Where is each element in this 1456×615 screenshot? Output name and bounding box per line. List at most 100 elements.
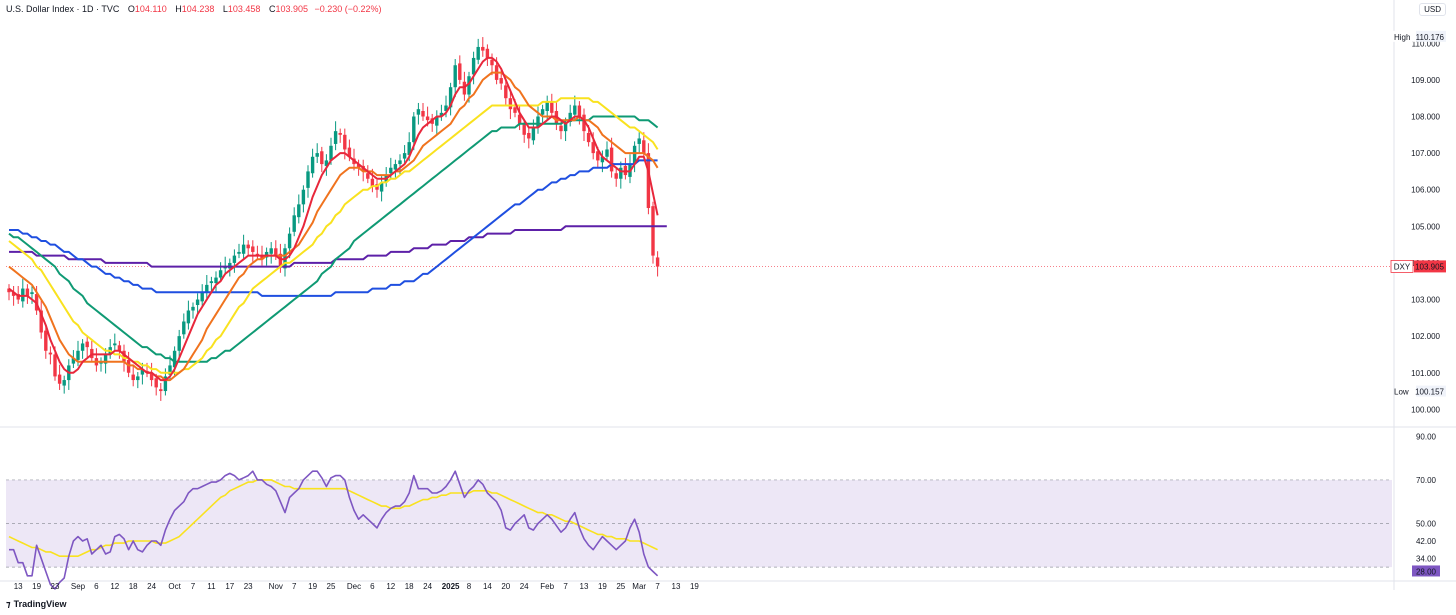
time-tick-label: 18 bbox=[129, 582, 138, 591]
candle-body bbox=[80, 343, 85, 351]
candle-body bbox=[200, 292, 204, 302]
candle-body bbox=[582, 114, 586, 132]
candle-body bbox=[205, 284, 209, 293]
time-tick-label: 20 bbox=[501, 582, 510, 591]
candle-body bbox=[586, 132, 591, 143]
candle-body bbox=[573, 105, 577, 115]
price-tick-label: 102.000 bbox=[1411, 332, 1440, 341]
candle-body bbox=[563, 123, 568, 132]
candle-body bbox=[481, 46, 485, 51]
last-price-tag bbox=[1414, 260, 1446, 273]
low-value: 103.458 bbox=[227, 4, 261, 14]
time-tick-label: 19 bbox=[598, 582, 607, 591]
time-tick-label: 13 bbox=[672, 582, 681, 591]
candle-body bbox=[103, 354, 108, 364]
candle-body bbox=[559, 125, 563, 132]
candle-body bbox=[260, 255, 264, 260]
price-tick-label: 110.000 bbox=[1412, 39, 1441, 48]
candle-body bbox=[577, 105, 582, 117]
candle-body bbox=[122, 350, 126, 362]
last-price-label: 103.905 bbox=[1415, 262, 1444, 271]
time-tick-label: 7 bbox=[655, 582, 660, 591]
price-tick-label: 108.000 bbox=[1411, 113, 1440, 122]
rsi-tick-label: 42.00 bbox=[1416, 537, 1437, 546]
time-tick-label: 23 bbox=[51, 582, 60, 591]
high-value: 104.238 bbox=[181, 4, 215, 14]
currency-button[interactable]: USD bbox=[1419, 3, 1446, 16]
candle-body bbox=[536, 116, 540, 128]
price-tick-label: 100.000 bbox=[1411, 405, 1440, 414]
high-value-bg bbox=[1416, 30, 1446, 42]
time-tick-label: 12 bbox=[386, 582, 395, 591]
candle-body bbox=[398, 160, 402, 165]
open-label: O bbox=[127, 4, 135, 14]
candle-body bbox=[186, 310, 191, 324]
ma-orange-line bbox=[8, 71, 659, 382]
candle-body bbox=[435, 116, 439, 126]
candle-body bbox=[370, 178, 375, 187]
candle-body bbox=[513, 107, 517, 113]
candle-body bbox=[517, 114, 522, 124]
time-tick-label: 13 bbox=[14, 582, 23, 591]
candle-body bbox=[609, 147, 614, 172]
candle-body bbox=[48, 352, 53, 355]
time-tick-label: 19 bbox=[308, 582, 317, 591]
candle-body bbox=[71, 358, 76, 364]
time-tick-label: 12 bbox=[110, 582, 119, 591]
candle-body bbox=[467, 76, 471, 95]
candle-body bbox=[301, 189, 306, 205]
candle-body bbox=[329, 145, 333, 161]
candle-body bbox=[136, 376, 140, 381]
candle-body bbox=[412, 116, 416, 143]
candle-body bbox=[389, 167, 393, 174]
candle-body bbox=[485, 48, 490, 58]
time-tick-label: Feb bbox=[540, 582, 554, 591]
time-tick-label: 14 bbox=[483, 582, 492, 591]
candle-body bbox=[655, 257, 660, 267]
candle-body bbox=[324, 160, 329, 166]
price-tick-label: 106.000 bbox=[1411, 186, 1440, 195]
candle-body bbox=[425, 116, 430, 121]
candle-body bbox=[209, 281, 214, 284]
candle-body bbox=[168, 365, 172, 375]
candle-body bbox=[421, 111, 425, 117]
rsi-ma-line bbox=[8, 479, 658, 558]
price-tick-label: 103.000 bbox=[1411, 296, 1440, 305]
rsi-tick-label: 34.00 bbox=[1416, 554, 1437, 563]
candle-body bbox=[596, 151, 600, 161]
candle-body bbox=[251, 246, 255, 252]
ma-red-line bbox=[8, 56, 659, 382]
candle-body bbox=[131, 374, 135, 381]
candle-body bbox=[527, 132, 531, 139]
close-label: C bbox=[268, 4, 276, 14]
candle-body bbox=[241, 244, 246, 254]
candle-body bbox=[393, 164, 398, 170]
candle-body bbox=[232, 255, 237, 263]
candle-body bbox=[310, 156, 315, 174]
low-marker-label: Low bbox=[1394, 388, 1409, 397]
tradingview-logo-icon: ⁊ bbox=[6, 599, 11, 609]
candle-body bbox=[637, 138, 641, 144]
time-tick-label: 8 bbox=[467, 582, 472, 591]
candle-body bbox=[154, 378, 158, 388]
candle-body bbox=[140, 369, 145, 375]
candle-body bbox=[347, 147, 352, 157]
candle-body bbox=[333, 131, 338, 144]
tradingview-logo: ⁊ TradingView bbox=[6, 599, 66, 610]
candle-body bbox=[605, 149, 609, 157]
candle-body bbox=[476, 46, 480, 60]
candle-body bbox=[315, 153, 319, 157]
candle-body bbox=[214, 277, 218, 284]
time-tick-label: 24 bbox=[423, 582, 432, 591]
candle-body bbox=[30, 292, 34, 295]
candle-body bbox=[471, 57, 476, 75]
candle-body bbox=[306, 171, 310, 188]
candle-body bbox=[44, 330, 48, 351]
time-tick-label: 7 bbox=[191, 582, 196, 591]
candle-body bbox=[182, 321, 186, 335]
price-tick-label: 109.000 bbox=[1411, 76, 1440, 85]
low-marker-value: 100.157 bbox=[1415, 388, 1444, 397]
candle-body bbox=[338, 132, 342, 135]
candle-body bbox=[62, 380, 66, 386]
